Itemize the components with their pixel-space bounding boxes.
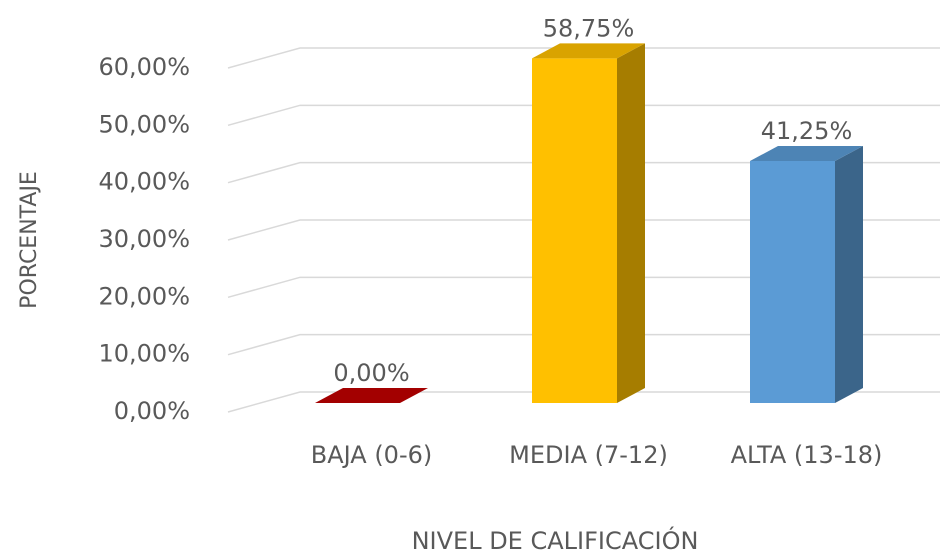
- bar-top: [315, 388, 428, 403]
- y-tick-label: 40,00%: [98, 168, 190, 196]
- bar: [315, 388, 428, 403]
- grid-line: [227, 391, 940, 413]
- bar-top: [750, 146, 863, 161]
- y-tick-label: 10,00%: [98, 340, 190, 368]
- y-tick-label: 20,00%: [98, 282, 190, 310]
- data-label: 0,00%: [333, 359, 409, 387]
- x-tick-label: MEDIA (7-12): [509, 441, 668, 469]
- y-tick-label: 60,00%: [98, 53, 190, 81]
- bar-side: [835, 146, 863, 403]
- bar: [532, 43, 645, 403]
- y-tick-label: 0,00%: [114, 397, 190, 425]
- x-axis-title: NIVEL DE CALIFICACIÓN: [412, 525, 699, 554]
- x-tick-label: ALTA (13-18): [730, 441, 883, 469]
- bar-front: [532, 58, 617, 403]
- x-tick-label: BAJA (0-6): [310, 441, 433, 469]
- grid-line: [227, 104, 940, 127]
- y-axis-title: PORCENTAJE: [17, 171, 42, 309]
- y-tick-label: 50,00%: [98, 110, 190, 138]
- grid-line: [227, 333, 940, 356]
- bar: [750, 146, 863, 403]
- bar-top: [532, 43, 645, 59]
- y-tick-label: 30,00%: [98, 225, 190, 253]
- data-label: 58,75%: [543, 14, 635, 42]
- bar-front: [750, 161, 835, 403]
- grid-line: [227, 276, 940, 299]
- grid-line: [227, 219, 940, 241]
- data-label: 41,25%: [761, 117, 853, 145]
- grid-line: [227, 47, 940, 69]
- grid-line: [227, 161, 940, 184]
- bar-side: [617, 43, 645, 403]
